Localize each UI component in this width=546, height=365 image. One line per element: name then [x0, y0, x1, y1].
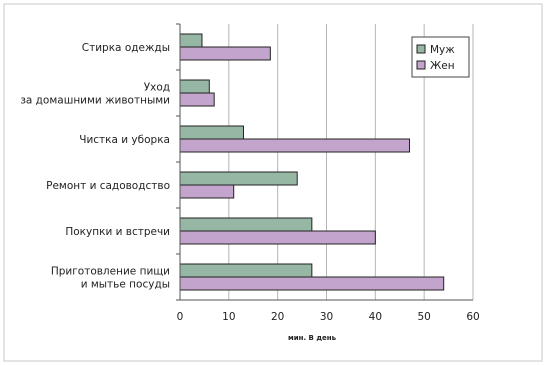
category-label: Покупки и встречи: [65, 226, 170, 238]
category-label: Уход: [144, 82, 170, 94]
bar-zhen-3: [179, 184, 235, 199]
legend-label: Муж: [430, 44, 455, 56]
x-tick-label: 30: [320, 311, 333, 323]
category-label: Стирка одежды: [82, 42, 170, 54]
legend-label: Жен: [430, 60, 455, 72]
x-tick-label: 0: [177, 311, 184, 323]
bar-zhen-5: [179, 276, 445, 291]
category-label: Приготовление пищи: [51, 266, 170, 278]
category-label: и мытье посуды: [81, 279, 170, 291]
x-tick-label: 40: [369, 311, 382, 323]
x-tick-label: 20: [271, 311, 284, 323]
x-axis-title: мин. В день: [288, 334, 337, 342]
category-label: Чистка и уборка: [79, 134, 170, 146]
y-category-ticks: [176, 23, 180, 301]
bar-muzh-4: [179, 217, 313, 232]
legend-swatch: [416, 60, 426, 70]
bar-zhen-2: [179, 138, 411, 153]
bars: [179, 33, 445, 291]
x-tick-label: 50: [417, 311, 430, 323]
x-tick-label: 60: [466, 311, 479, 323]
legend: Муж Жен: [411, 36, 470, 78]
x-tick-label: 10: [222, 311, 235, 323]
category-label: Ремонт и садоводство: [46, 180, 170, 192]
category-label: за домашними животными: [20, 95, 170, 107]
legend-box: [411, 36, 470, 78]
x-tick-labels: 0 10 20 30 40 50 60: [177, 311, 480, 323]
legend-swatch: [416, 44, 426, 54]
bar-muzh-0: [179, 33, 203, 48]
bar-muzh-5: [179, 263, 313, 278]
bar-muzh-2: [179, 125, 244, 140]
bar-muzh-3: [179, 171, 298, 186]
bar-muzh-1: [179, 79, 210, 94]
bar-zhen-4: [179, 230, 376, 245]
bar-zhen-1: [179, 92, 215, 107]
bar-zhen-0: [179, 46, 271, 61]
